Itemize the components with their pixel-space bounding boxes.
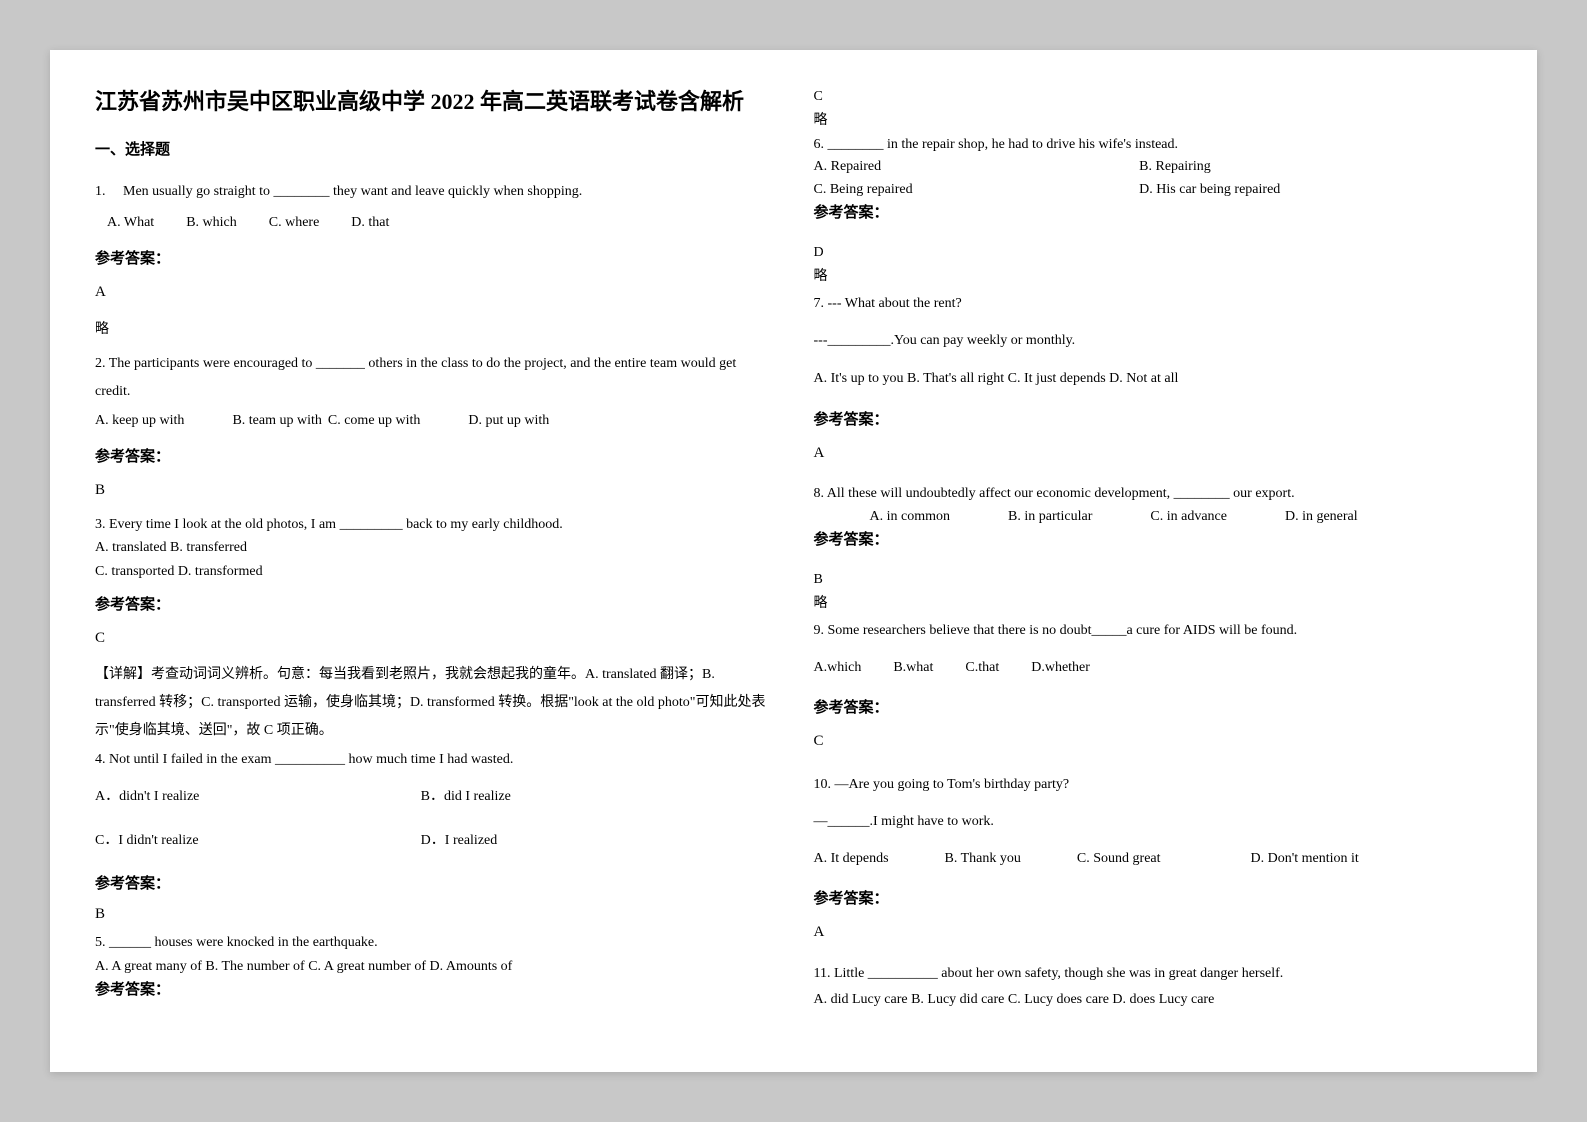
q9-opt-a: A.which (814, 653, 862, 682)
q4-opt-a: A．didn't I realize (95, 782, 421, 811)
q2-answer: B (95, 475, 774, 507)
q9-stem: 9. Some researchers believe that there i… (814, 616, 1493, 645)
page: 江苏省苏州市吴中区职业高级中学 2022 年高二英语联考试卷含解析 一、选择题 … (50, 50, 1537, 1072)
q1-opt-b: B. which (186, 208, 237, 237)
q3-answer: C (95, 623, 774, 655)
q4-stem: 4. Not until I failed in the exam ______… (95, 745, 774, 774)
q5-stem: 5. ______ houses were knocked in the ear… (95, 931, 774, 955)
q7-stem-b: ---_________.You can pay weekly or month… (814, 326, 1493, 355)
q1-answer: A (95, 277, 774, 309)
two-column-layout: 江苏省苏州市吴中区职业高级中学 2022 年高二英语联考试卷含解析 一、选择题 … (95, 85, 1492, 1037)
q10-opt-b: B. Thank you (945, 844, 1021, 873)
q5-options: A. A great many of B. The number of C. A… (95, 955, 774, 979)
q2-stem: 2. The participants were encouraged to _… (95, 350, 774, 406)
q6-stem: 6. ________ in the repair shop, he had t… (814, 133, 1493, 157)
q4-answer: B (95, 903, 774, 926)
q5-note: 略 (814, 109, 1493, 133)
q7-options: A. It's up to you B. That's all right C.… (814, 364, 1493, 393)
q1-stem: 1. Men usually go straight to ________ t… (95, 177, 774, 206)
q6-opt-c: C. Being repaired (814, 179, 1140, 201)
q8-answer: B (814, 568, 1493, 592)
q1-opt-c: C. where (269, 208, 320, 237)
q10-opt-d: D. Don't mention it (1251, 844, 1359, 873)
q4-opt-d: D．I realized (421, 826, 747, 855)
q1-options: A. What B. which C. where D. that (95, 208, 774, 237)
q6-opt-d: D. His car being repaired (1139, 179, 1465, 201)
q4-opt-c: C．I didn't realize (95, 826, 421, 855)
q10-opt-c: C. Sound great (1077, 844, 1161, 873)
q9-options: A.which B.what C.that D.whether (814, 653, 1493, 682)
q6-answer-label: 参考答案： (814, 201, 1493, 225)
q10-stem-a: 10. —Are you going to Tom's birthday par… (814, 770, 1493, 799)
q6-options: A. Repaired B. Repairing C. Being repair… (814, 156, 1493, 201)
q3-answer-label: 参考答案： (95, 590, 774, 622)
q4-options: A．didn't I realize B．did I realize (95, 782, 774, 811)
q8-opt-a: A. in common (870, 506, 951, 528)
q1-opt-d: D. that (351, 208, 389, 237)
q4-answer-label: 参考答案： (95, 869, 774, 901)
q9-answer: C (814, 726, 1493, 758)
q1-text: Men usually go straight to ________ they… (123, 184, 582, 199)
q5-answer: C (814, 85, 1493, 109)
q9-opt-c: C.that (965, 653, 999, 682)
q3-opts-row1: A. translated B. transferred (95, 536, 774, 560)
q6-opt-a: A. Repaired (814, 156, 1140, 178)
q2-opt-b: B. team up with (232, 406, 321, 435)
q2-opt-d: D. put up with (468, 406, 549, 435)
q8-opt-c: C. in advance (1150, 506, 1227, 528)
q1-num: 1. (95, 184, 106, 199)
q8-opt-d: D. in general (1285, 506, 1358, 528)
q2-options: A. keep up with B. team up with C. come … (95, 406, 774, 435)
q6-opt-b: B. Repairing (1139, 156, 1465, 178)
q9-answer-label: 参考答案： (814, 693, 1493, 725)
q4-opt-b: B．did I realize (421, 782, 747, 811)
left-column: 江苏省苏州市吴中区职业高级中学 2022 年高二英语联考试卷含解析 一、选择题 … (95, 85, 774, 1037)
q10-answer-label: 参考答案： (814, 884, 1493, 916)
q11-options: A. did Lucy care B. Lucy did care C. Luc… (814, 988, 1493, 1012)
q9-opt-b: B.what (893, 653, 933, 682)
q11-stem: 11. Little __________ about her own safe… (814, 961, 1493, 986)
q7-answer: A (814, 438, 1493, 470)
q10-answer: A (814, 917, 1493, 949)
q7-stem-a: 7. --- What about the rent? (814, 289, 1493, 318)
q4-options-2: C．I didn't realize D．I realized (95, 826, 774, 855)
q10-options: A. It depends B. Thank you C. Sound grea… (814, 844, 1493, 873)
right-column: C 略 6. ________ in the repair shop, he h… (814, 85, 1493, 1037)
q3-explain: 【详解】考查动词词义辨析。句意：每当我看到老照片，我就会想起我的童年。A. tr… (95, 661, 774, 745)
q5-answer-label: 参考答案： (95, 979, 774, 1002)
q1-note: 略 (95, 315, 774, 344)
section-heading: 一、选择题 (95, 138, 774, 159)
q2-answer-label: 参考答案： (95, 442, 774, 474)
document-title: 江苏省苏州市吴中区职业高级中学 2022 年高二英语联考试卷含解析 (95, 85, 774, 118)
q10-opt-a: A. It depends (814, 844, 889, 873)
q8-opt-b: B. in particular (1008, 506, 1092, 528)
q3-opts-row2: C. transported D. transformed (95, 560, 774, 584)
q3-stem: 3. Every time I look at the old photos, … (95, 513, 774, 537)
q6-answer: D (814, 241, 1493, 265)
q1-answer-label: 参考答案： (95, 244, 774, 276)
q2-opt-a: A. keep up with (95, 406, 184, 435)
q6-note: 略 (814, 265, 1493, 289)
q10-stem-b: —______.I might have to work. (814, 807, 1493, 836)
q8-answer-label: 参考答案： (814, 528, 1493, 552)
q8-note: 略 (814, 592, 1493, 616)
q7-answer-label: 参考答案： (814, 405, 1493, 437)
q9-opt-d: D.whether (1031, 653, 1090, 682)
q2-opt-c: C. come up with (328, 406, 421, 435)
q8-options: A. in common B. in particular C. in adva… (814, 506, 1493, 528)
q8-stem: 8. All these will undoubtedly affect our… (814, 482, 1493, 506)
q1-opt-a: A. What (107, 208, 154, 237)
